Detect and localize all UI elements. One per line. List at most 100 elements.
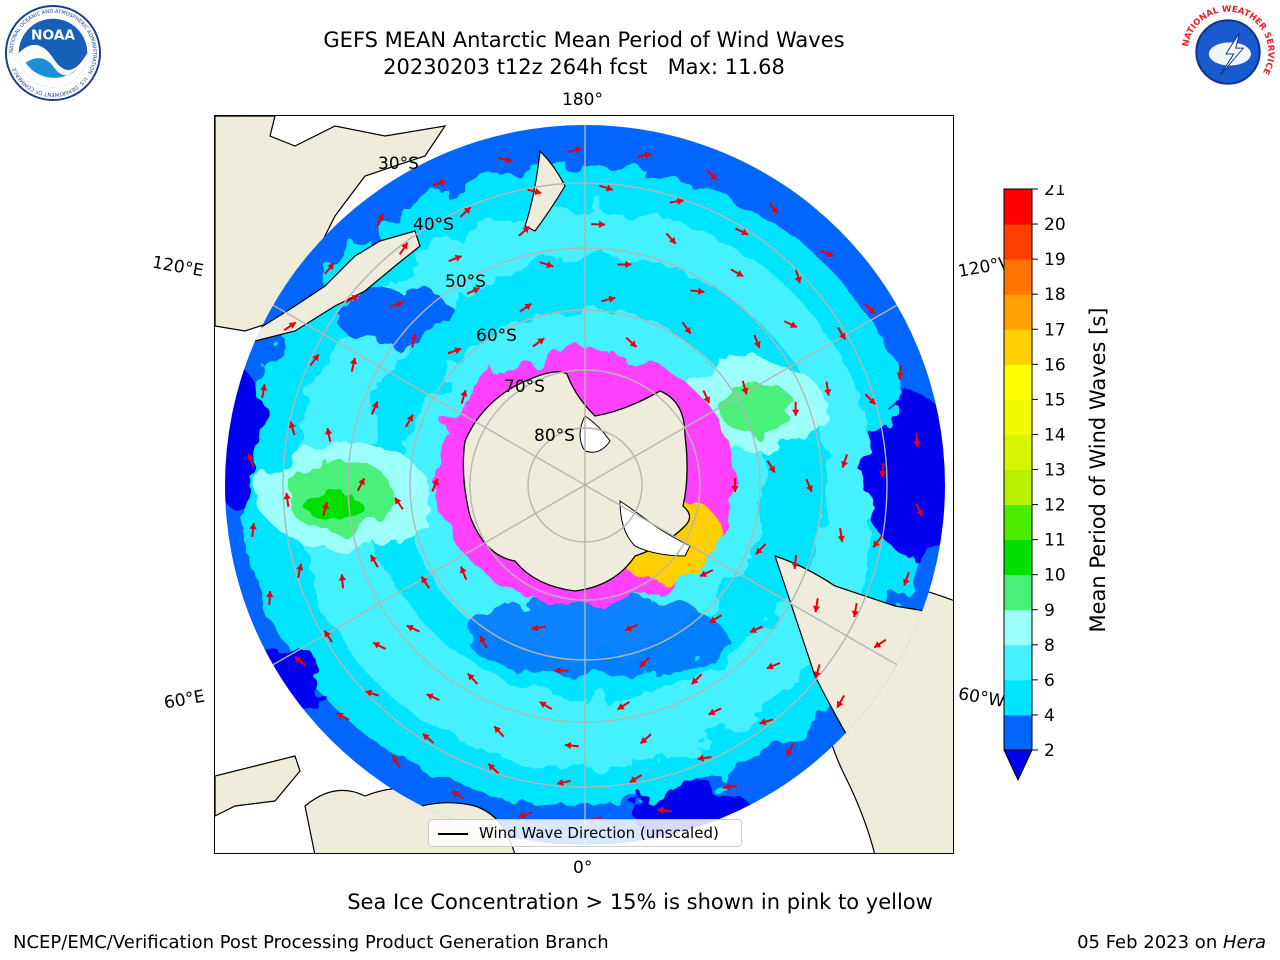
wind-wave-arrowhead [422,733,430,741]
wind-wave-arrowhead [708,708,716,716]
wind-wave-arrowhead [225,385,229,392]
wind-wave-arrowhead [288,322,296,329]
colorbar-extend-min [1003,749,1033,782]
colorbar-tick-label: 12 [1044,496,1066,516]
colorbar-segment [1004,644,1032,681]
wind-wave-arrowhead [644,151,652,159]
wind-wave-arrowhead [937,372,945,380]
wind-wave-arrowhead [266,591,274,598]
wind-wave-arrowhead [828,200,836,208]
sea-ice-note: Sea Ice Concentration > 15% is shown in … [347,890,933,914]
wind-wave-arrowhead [697,754,704,762]
colorbar-segment [1004,714,1032,751]
wind-wave-arrowhead [766,662,774,670]
wind-wave-arrow [705,128,717,141]
wind-wave-arrowhead [824,389,832,396]
wind-wave-arrowhead [625,260,632,269]
wind-wave-arrow [249,654,263,664]
colorbar-segment [1004,434,1032,470]
wind-wave-arrowhead [608,295,616,303]
wind-wave-arrowhead [488,763,496,771]
lat-label-50s: 50°S [445,272,486,292]
nws-logo: NATIONAL WEATHER SERVICE [1181,5,1275,99]
wind-wave-arrowhead [350,357,358,365]
wind-wave-arrowhead [395,497,402,505]
colorbar-tick-label: 10 [1044,566,1066,586]
wind-wave-arrowhead [783,794,791,801]
wind-wave-arrowhead [410,333,418,341]
wind-wave-arrowhead [873,540,880,548]
wind-wave-arrowhead [534,188,542,196]
polar-map: 30°S 40°S 50°S 60°S 70°S 80°S [215,116,953,853]
colorbar-segment [1004,609,1032,646]
wind-wave-arrowhead [837,535,845,543]
wind-wave-arrowhead [371,401,379,409]
wind-wave-arrowhead [454,347,462,355]
wind-wave-arrowhead [741,228,749,236]
wind-wave-arrow [934,368,945,381]
wind-wave-arrowhead [421,576,428,584]
lat-label-70s: 70°S [504,377,545,397]
wind-wave-arrowhead [524,303,532,311]
wind-wave-arrowhead [564,741,572,750]
wind-wave-arrowhead [639,660,647,668]
wind-wave-arrowhead [463,207,471,214]
wind-wave-arrowhead [508,117,514,124]
wind-wave-arrowhead [605,184,613,192]
wind-wave-arrowhead [452,791,460,798]
wind-wave-arrowhead [537,338,545,345]
wind-wave-arrow [941,570,945,585]
wind-wave-arrowhead [505,156,513,164]
wind-wave-arrowhead [709,616,717,623]
colorbar-tick-label: 2 [1044,741,1055,761]
wind-wave-arrow [337,759,345,774]
wind-wave-arrowhead [813,671,821,678]
colorbar-tick-label: 13 [1044,461,1066,481]
wind-wave-arrowhead [324,630,331,638]
wind-wave-arrowhead [841,460,849,468]
wind-wave-arrowhead [941,577,945,585]
wind-wave-arrowhead [479,635,487,643]
colorbar-segment [1004,504,1032,541]
wind-wave-arrowhead [878,470,887,478]
wind-wave-arrowhead [370,555,377,563]
colorbar-segment [1004,679,1032,716]
wind-wave-arrowhead [708,133,716,141]
colorbar-tick-label: 4 [1044,706,1055,726]
wind-wave-arrow [821,201,836,207]
lat-label-30s: 30°S [378,154,419,174]
colorbar: 2 4 6 8 9 10 11 12 13 14 15 16 17 18 19 20 21 [1003,185,1066,782]
wind-wave-arrowhead [640,736,648,744]
wind-wave-arrowhead [574,146,582,154]
wind-wave-arrowhead [684,326,691,334]
wind-wave-arrowhead [700,570,708,577]
lon-label-120e: 120°E [150,252,206,282]
wind-wave-arrowhead [260,384,268,391]
wind-wave-arrow [288,710,299,723]
wind-wave-arrowhead [406,624,414,632]
wind-wave-arrowhead [629,340,637,348]
wind-wave-arrowhead [250,655,258,662]
wind-wave-arrowhead [321,502,329,510]
wind-wave-arrowhead [531,624,539,632]
wind-wave-arrowhead [373,642,381,649]
wind-wave-arrowhead [771,206,778,214]
legend-label: Wind Wave Direction (unscaled) [479,824,719,842]
wind-wave-arrow [782,791,795,802]
wind-wave-arrow [225,385,227,400]
colorbar-tick-label: 21 [1044,185,1066,200]
wind-wave-arrowhead [546,261,554,269]
wind-wave-arrowhead [327,263,334,271]
wind-wave-arrowhead [325,428,333,435]
wind-wave-arrowhead [439,179,447,187]
wind-wave-arrowhead [913,440,921,447]
date-label: 05 Feb 2023 on Hera [1077,932,1266,953]
wind-wave-arrowhead [789,321,797,328]
wind-wave-arrowhead [494,726,501,734]
date-text: 05 Feb 2023 on [1077,932,1223,953]
wind-wave-arrowhead [867,307,875,314]
wind-wave-arrowhead [791,562,799,569]
wind-wave-arrowhead [249,523,257,530]
wind-wave-arrowhead [554,666,561,675]
colorbar-segment [1004,189,1032,225]
